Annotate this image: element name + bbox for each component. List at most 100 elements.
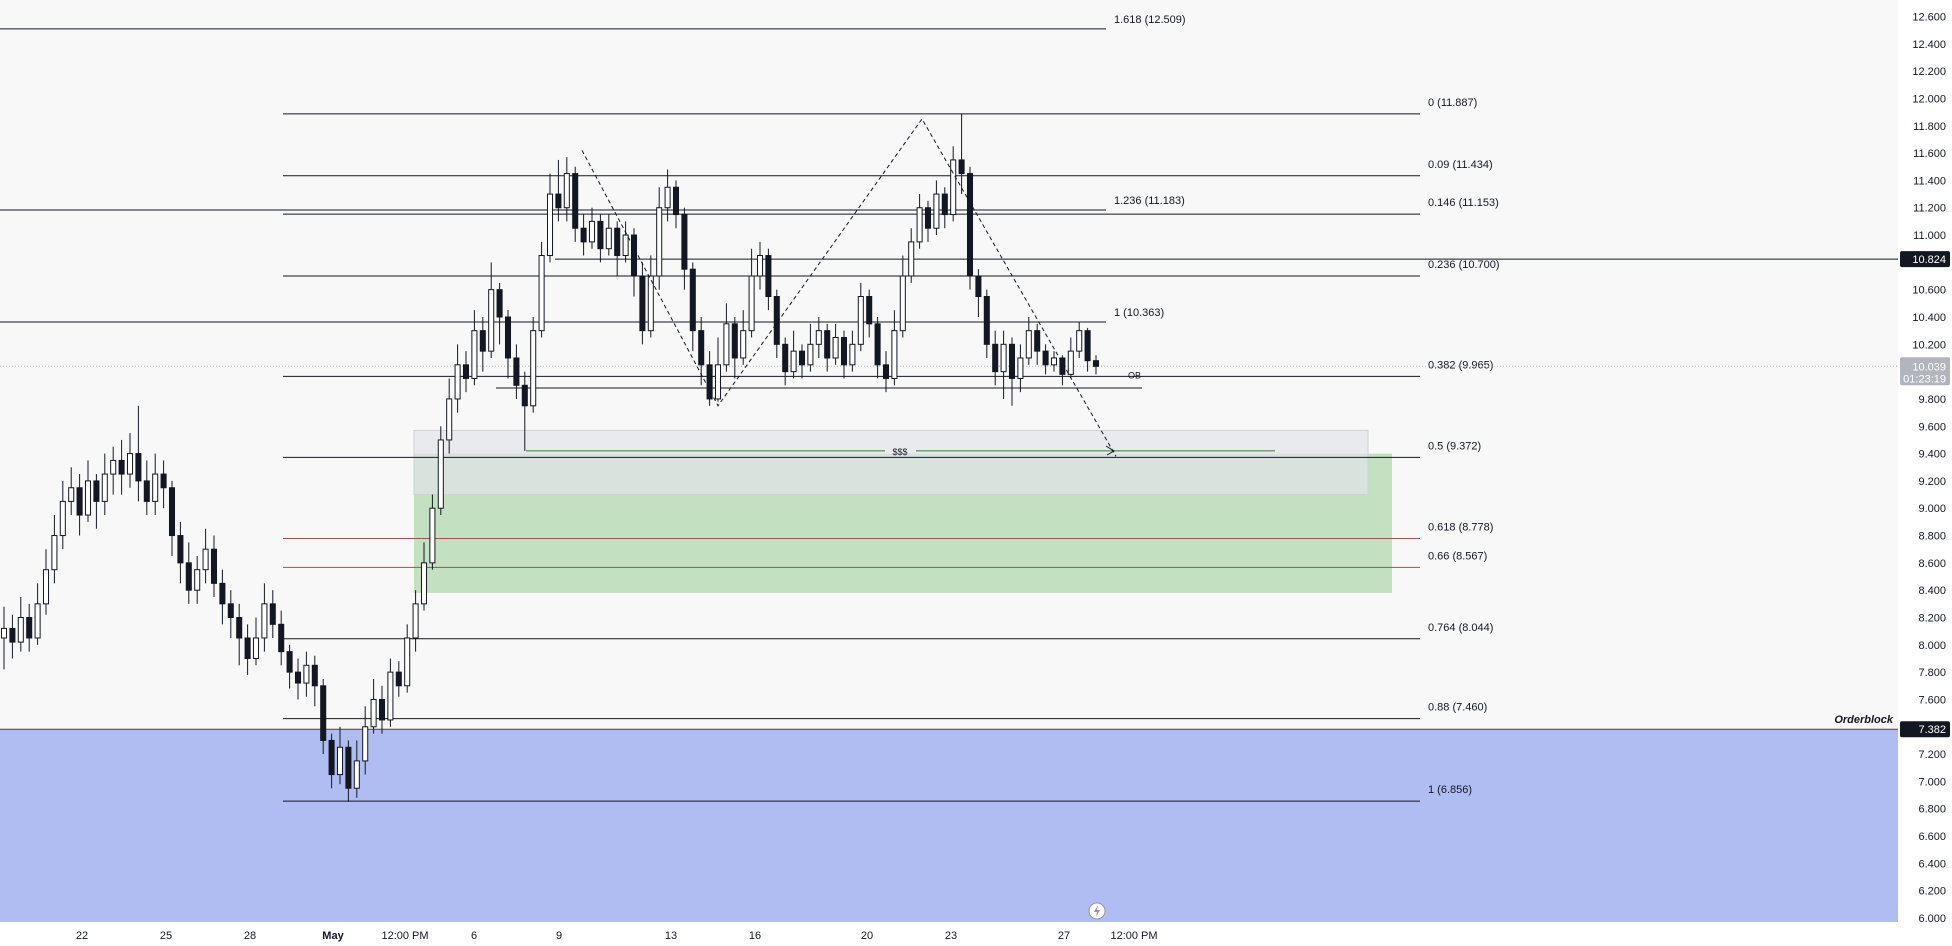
candle[interactable] [1034,323,1041,365]
candle[interactable] [126,433,134,488]
candle[interactable] [135,405,142,502]
candle[interactable] [580,214,587,256]
candle[interactable] [891,310,898,386]
candle[interactable] [647,255,654,338]
candle[interactable] [765,248,772,311]
candle[interactable] [353,740,360,798]
candle[interactable] [605,214,612,256]
candle[interactable] [202,528,209,584]
candle[interactable] [437,426,444,516]
candle[interactable] [59,480,66,550]
candle[interactable] [546,173,554,263]
candle[interactable] [488,262,495,358]
candle[interactable] [975,269,982,317]
candle[interactable] [1092,355,1100,375]
candle[interactable] [521,371,528,451]
candle[interactable] [269,590,276,638]
candle[interactable] [924,200,932,242]
candle[interactable] [378,685,386,734]
candle[interactable] [496,282,503,345]
candle[interactable] [303,651,310,697]
candle[interactable] [26,603,33,652]
candle[interactable] [177,521,184,584]
candle[interactable] [252,617,260,666]
candle[interactable] [966,166,974,290]
candle[interactable] [908,228,915,283]
candle[interactable] [664,169,671,222]
candle[interactable] [622,221,629,263]
candle[interactable] [504,310,512,379]
candle[interactable] [1025,317,1032,365]
candle[interactable] [882,351,890,393]
candle[interactable] [706,351,713,406]
candle[interactable] [740,310,747,365]
price-scale[interactable] [1898,0,1952,946]
candle[interactable] [311,655,318,707]
candle[interactable] [0,606,8,670]
candle[interactable] [941,187,948,229]
candle[interactable] [790,330,797,379]
candle[interactable] [731,317,738,379]
candle[interactable] [588,207,596,249]
time-axis[interactable] [0,922,1898,946]
candle[interactable] [849,330,856,372]
lightning-icon[interactable] [1088,902,1106,920]
candle[interactable] [572,166,579,242]
candle[interactable] [689,262,696,352]
candle[interactable] [286,644,293,689]
candle[interactable] [194,556,201,604]
candle[interactable] [446,378,453,454]
candle[interactable] [756,241,764,290]
candle[interactable] [345,740,352,802]
candle[interactable] [950,146,957,222]
candle[interactable] [916,194,923,249]
candle[interactable] [714,337,722,402]
candle[interactable] [227,590,234,638]
candle[interactable] [387,658,394,727]
candle[interactable] [630,228,638,297]
candle[interactable] [101,453,108,516]
candle[interactable] [412,590,419,652]
candle[interactable] [336,726,344,785]
candle[interactable] [219,569,226,625]
candle[interactable] [748,248,755,338]
candle[interactable] [51,515,58,584]
candle[interactable] [807,323,814,372]
candle[interactable] [370,678,377,734]
candle[interactable] [34,583,41,645]
candle[interactable] [84,460,92,522]
candle[interactable] [798,344,806,379]
candle[interactable] [899,255,906,338]
candle[interactable] [429,494,436,570]
candle[interactable] [1000,330,1007,399]
candle[interactable] [278,610,285,666]
candle[interactable] [320,678,327,755]
candle[interactable] [614,221,621,277]
candle[interactable] [874,317,881,379]
candle[interactable] [160,460,167,509]
candle[interactable] [857,282,864,352]
candle[interactable] [824,323,831,372]
candle[interactable] [597,214,604,263]
candle[interactable] [118,439,125,495]
candle[interactable] [681,207,688,290]
candle[interactable] [530,317,537,413]
candle[interactable] [404,624,411,693]
candle[interactable] [185,542,192,604]
candle[interactable] [143,460,150,516]
candle[interactable] [17,597,24,652]
candle[interactable] [362,706,369,775]
candle[interactable] [832,323,839,365]
candle[interactable] [261,583,268,652]
candle[interactable] [454,344,461,413]
candle[interactable] [1042,344,1049,375]
candle[interactable] [958,113,965,195]
candle[interactable] [513,344,520,399]
candle[interactable] [555,159,562,222]
candle[interactable] [479,317,486,372]
candle[interactable] [782,337,789,386]
candle[interactable] [672,180,680,229]
candle[interactable] [244,624,251,675]
candle[interactable] [1067,337,1074,379]
candle[interactable] [328,733,335,789]
